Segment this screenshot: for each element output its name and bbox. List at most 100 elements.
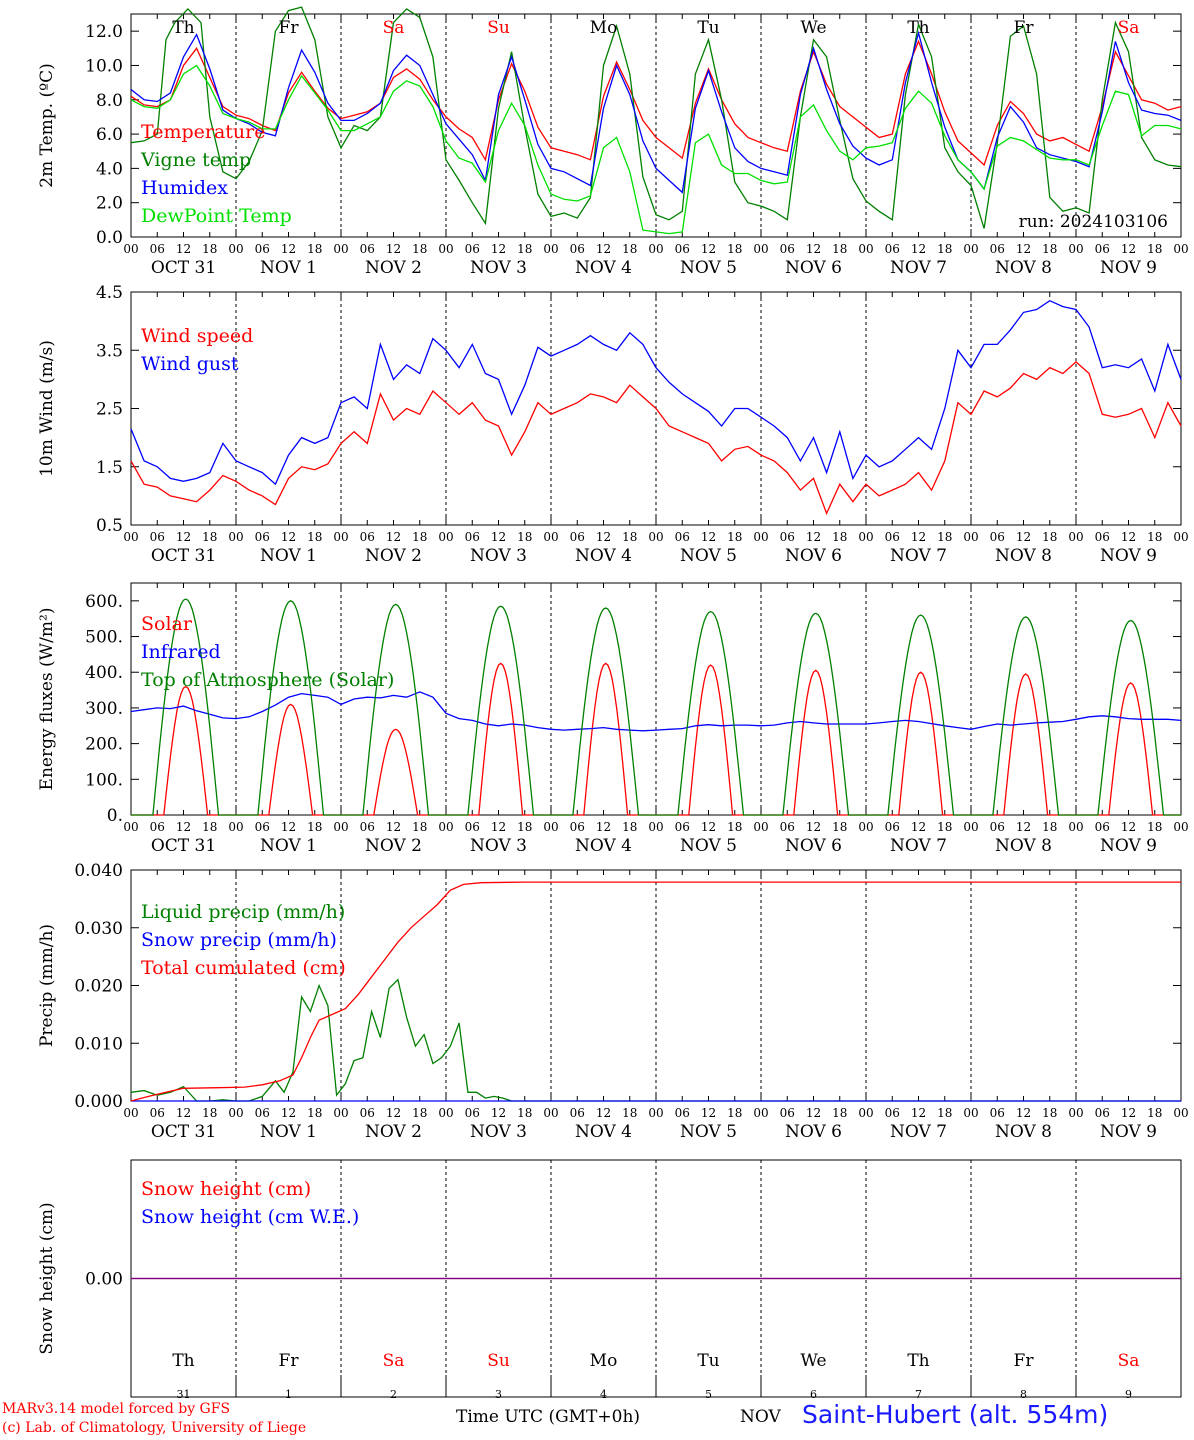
hour-tick-label: 12 [491, 1106, 506, 1120]
series-line-wind-gust [130, 299, 1182, 486]
hour-tick-label: 06 [360, 820, 375, 834]
hour-tick-label: 06 [255, 1106, 270, 1120]
legend-entry: Snow height (cm) [141, 1178, 311, 1200]
hour-tick-label: 00 [438, 242, 453, 256]
hour-tick-label: 06 [780, 242, 795, 256]
hour-tick-label: 00 [858, 820, 873, 834]
hour-tick-label: 00 [1173, 820, 1188, 834]
hour-tick-label: 18 [412, 1106, 427, 1120]
day-number: 9 [1125, 1388, 1132, 1401]
hour-tick-label: 06 [150, 820, 165, 834]
hour-tick-label: 06 [885, 242, 900, 256]
date-label: NOV 8 [995, 258, 1052, 278]
hour-tick-label: 18 [622, 242, 637, 256]
day-name: Sa [383, 1351, 405, 1371]
hour-tick-label: 18 [1147, 242, 1162, 256]
date-label: NOV 4 [575, 258, 632, 278]
panel-precip: 00 06 12 18 00 06 12 18 00 06 12 18 00 06 12 18 00 06 12 18… [37, 861, 1189, 1142]
y-tick-label: 0.0 [96, 228, 123, 248]
hour-tick-label: 18 [727, 242, 742, 256]
legend-entry: Snow height (cm W.E.) [141, 1206, 359, 1228]
hour-tick-label: 12 [386, 530, 401, 544]
day-number: 6 [810, 1388, 817, 1401]
hour-tick-label: 00 [963, 242, 978, 256]
y-tick-label: 0. [107, 806, 123, 826]
hour-tick-label: 00 [123, 1106, 138, 1120]
hour-tick-label: 12 [1121, 530, 1136, 544]
y-tick-label: 0.040 [74, 861, 123, 881]
panel-snow: 0.00 Snow height (cm) Snow height (cm) Snow… [37, 1159, 1182, 1401]
hour-tick-label: 18 [517, 820, 532, 834]
hour-tick-label: 12 [491, 242, 506, 256]
day-number: 7 [915, 1388, 922, 1401]
date-label: NOV 7 [890, 546, 947, 566]
panel-frame [130, 13, 1182, 238]
hour-tick-label: 12 [176, 242, 191, 256]
hour-tick-label: 00 [963, 820, 978, 834]
hour-tick-label: 12 [596, 820, 611, 834]
hour-tick-label: 00 [438, 820, 453, 834]
day-name: Th [907, 1351, 929, 1371]
y-tick-label: 2.5 [96, 400, 123, 420]
day-number: 5 [705, 1388, 712, 1401]
hour-tick-label: 18 [1147, 820, 1162, 834]
date-label: NOV 1 [260, 1122, 317, 1142]
hour-tick-label: 06 [990, 242, 1005, 256]
legend-entry: Wind speed [141, 325, 253, 347]
y-tick-label: 8.0 [96, 91, 123, 111]
hour-tick-label: 00 [648, 242, 663, 256]
hour-tick-label: 06 [885, 1106, 900, 1120]
day-name: Th [172, 18, 194, 38]
date-label: NOV 5 [680, 836, 737, 856]
date-label: NOV 3 [470, 546, 527, 566]
hour-tick-label: 12 [701, 242, 716, 256]
day-name: Su [487, 18, 510, 38]
hour-tick-label: 06 [675, 530, 690, 544]
date-label: NOV 7 [890, 836, 947, 856]
day-name: Tu [697, 1351, 719, 1371]
hour-tick-label: 00 [1068, 1106, 1083, 1120]
day-name: Sa [1118, 1351, 1140, 1371]
hour-tick-label: 00 [1068, 820, 1083, 834]
hour-tick-label: 00 [123, 530, 138, 544]
date-label: NOV 2 [365, 258, 422, 278]
hour-tick-label: 06 [360, 1106, 375, 1120]
hour-tick-label: 06 [780, 530, 795, 544]
run-annotation: run: 2024103106 [1019, 212, 1168, 232]
date-label: NOV 5 [680, 546, 737, 566]
series-line-wind-speed [130, 361, 1182, 516]
legend-entry: Infrared [141, 641, 221, 663]
hour-tick-label: 00 [228, 820, 243, 834]
hour-tick-label: 12 [911, 820, 926, 834]
y-tick-label: 0.010 [74, 1034, 123, 1054]
hour-tick-label: 18 [832, 1106, 847, 1120]
y-tick-label: 600. [85, 592, 123, 612]
hour-tick-label: 06 [780, 820, 795, 834]
hour-tick-label: 12 [176, 820, 191, 834]
legend-entry: Snow precip (mm/h) [141, 929, 337, 951]
hour-tick-label: 18 [307, 530, 322, 544]
hour-tick-label: 18 [307, 242, 322, 256]
date-label: NOV 9 [1100, 836, 1157, 856]
hour-tick-label: 12 [491, 820, 506, 834]
hour-tick-label: 12 [911, 1106, 926, 1120]
hour-tick-label: 06 [780, 1106, 795, 1120]
hour-tick-label: 12 [281, 1106, 296, 1120]
hour-tick-label: 12 [701, 1106, 716, 1120]
y-tick-label: 4.5 [96, 283, 123, 303]
hour-tick-label: 06 [1095, 1106, 1110, 1120]
hour-tick-label: 18 [622, 1106, 637, 1120]
hour-tick-label: 00 [753, 242, 768, 256]
day-number: 4 [600, 1388, 607, 1401]
hour-tick-label: 12 [1016, 530, 1031, 544]
hour-tick-label: 06 [255, 820, 270, 834]
hour-tick-label: 00 [648, 820, 663, 834]
hour-tick-label: 06 [1095, 242, 1110, 256]
y-tick-label: 400. [85, 663, 123, 683]
y-tick-label: 2.0 [96, 194, 123, 214]
hour-tick-label: 06 [990, 530, 1005, 544]
date-label: NOV 4 [575, 836, 632, 856]
hour-tick-label: 18 [937, 242, 952, 256]
hour-tick-label: 00 [753, 820, 768, 834]
date-label: NOV 2 [365, 1122, 422, 1142]
